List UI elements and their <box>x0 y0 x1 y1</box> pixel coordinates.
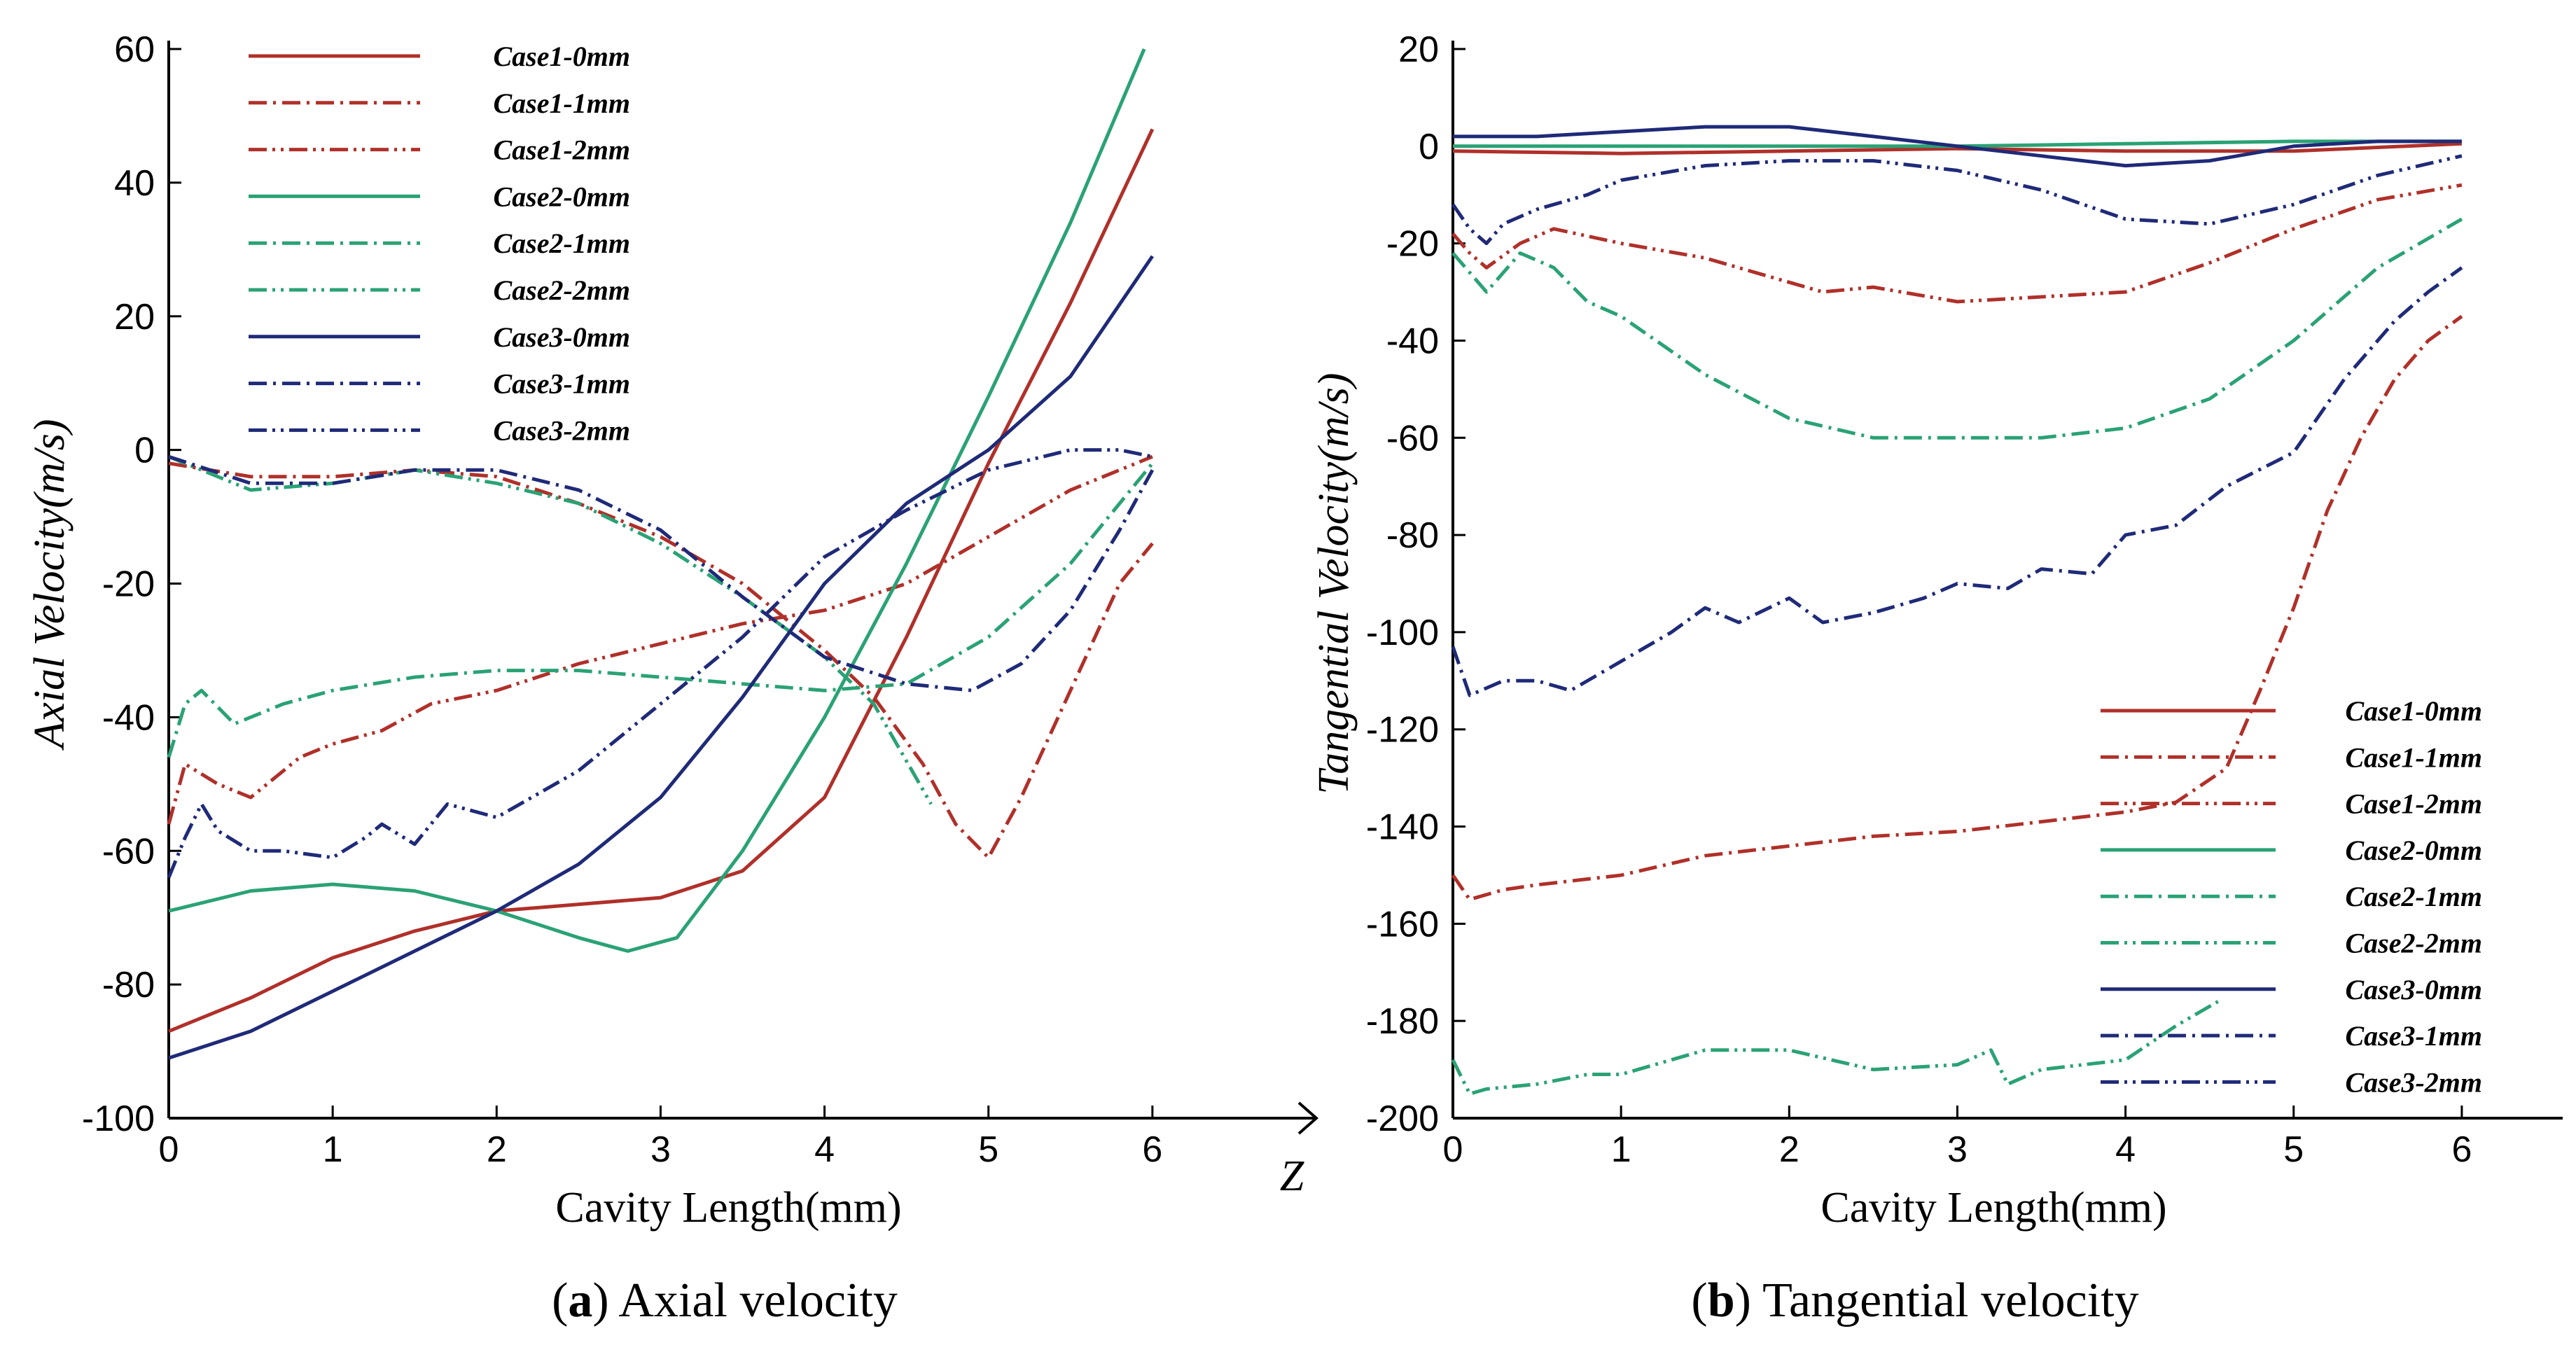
y-tick-label: -40 <box>102 697 155 738</box>
y-tick-label: -100 <box>82 1099 155 1139</box>
x-tick-label: 3 <box>650 1129 671 1170</box>
x-axis-title: Cavity Length(mm) <box>555 1184 901 1232</box>
x-tick-label: 6 <box>1142 1129 1162 1170</box>
y-tick-label: -180 <box>1366 1001 1439 1042</box>
chart-tangential-velocity: 0 1 2 3 4 5 6-200-180-160-140-120-100-80-60-40… <box>1310 29 2563 1232</box>
x-tick-label: 6 <box>2451 1129 2472 1170</box>
y-tick-label: -200 <box>1366 1099 1439 1139</box>
legend-label: Case3-0mm <box>2345 974 2482 1005</box>
legend-label: Case1-0mm <box>493 41 630 72</box>
x-tick-label: 2 <box>487 1129 507 1170</box>
y-tick-label: 20 <box>1398 29 1439 70</box>
figure-canvas: 0 1 2 3 4 5 6-100-80-60-40-200204060Cavity Len… <box>0 0 2576 1345</box>
y-tick-label: 40 <box>114 163 155 204</box>
legend-label: Case2-1mm <box>2345 881 2482 912</box>
y-tick-label: 60 <box>114 29 155 70</box>
legend-label: Case3-1mm <box>493 368 630 400</box>
legend-label: Case3-0mm <box>493 321 630 353</box>
caption-a-letter: a <box>568 1274 592 1327</box>
x-tick-label: 4 <box>814 1129 835 1170</box>
x-tick-label: 0 <box>1443 1129 1463 1170</box>
y-tick-label: -20 <box>1386 224 1439 265</box>
y-tick-label: -80 <box>102 965 155 1005</box>
legend-label: Case3-2mm <box>2345 1066 2482 1098</box>
series-line-case3-2mm <box>1453 156 2462 244</box>
chart-axial-velocity: 0 1 2 3 4 5 6 -100 -80 -60 -40 -20 0 20 40 60 Cavity Len… <box>26 29 1316 1232</box>
series-line-case2-1mm <box>169 464 1153 758</box>
y-tick-label: -20 <box>102 564 155 605</box>
legend-label: Case2-1mm <box>493 228 630 259</box>
x-tick-label: 1 <box>1611 1129 1631 1170</box>
x-tick-label: 2 <box>1779 1129 1799 1170</box>
caption-b-rest: ) Tangential velocity <box>1735 1274 2139 1327</box>
legend-label: Case1-2mm <box>2345 788 2482 820</box>
series-line-case3-1mm <box>1453 267 2462 695</box>
y-tick-label: -160 <box>1366 904 1439 945</box>
legend-label: Case1-1mm <box>493 88 630 119</box>
series-line-case1-1mm <box>1453 316 2462 900</box>
series-line-case1-2mm <box>1453 185 2462 302</box>
legend-label: Case1-0mm <box>2345 695 2482 727</box>
legend-label: Case2-0mm <box>2345 835 2482 866</box>
caption-a-open: ( <box>552 1274 568 1327</box>
z-axis-label: Z <box>1280 1152 1304 1200</box>
legend-label: Case1-1mm <box>2345 741 2482 773</box>
y-tick-label: -60 <box>1386 418 1439 459</box>
x-tick-label: 5 <box>2283 1129 2304 1170</box>
y-axis-title: Axial Velocity(m/s) <box>26 419 74 751</box>
y-tick-label: -80 <box>1386 515 1439 556</box>
legend-label: Case2-2mm <box>2345 928 2482 959</box>
series-line-case3-2mm <box>169 450 1153 878</box>
x-axis-title: Cavity Length(mm) <box>1820 1184 2166 1232</box>
y-tick-label: 0 <box>1419 127 1439 167</box>
y-tick-label: -40 <box>1386 321 1439 361</box>
series-line-case2-2mm <box>169 457 931 804</box>
y-axis-title: Tangential Velocity(m/s) <box>1310 372 1358 794</box>
series-line-case2-2mm <box>1453 1001 2218 1094</box>
caption-b-open: ( <box>1691 1274 1707 1327</box>
y-tick-label: -100 <box>1366 613 1439 653</box>
y-tick-label: -60 <box>102 831 155 872</box>
series-line-case1-2mm <box>169 457 1153 824</box>
y-tick-label: -140 <box>1366 807 1439 848</box>
legend-label: Case3-2mm <box>493 414 630 446</box>
legend-label: Case2-2mm <box>493 274 630 306</box>
x-tick-label: 4 <box>2115 1129 2136 1170</box>
legend-label: Case3-1mm <box>2345 1020 2482 1052</box>
y-tick-label: 20 <box>114 297 155 337</box>
caption-axial-velocity: (a) Axial velocity <box>552 1274 898 1327</box>
series-line-case3-1mm <box>169 457 1153 690</box>
y-tick-label: -120 <box>1366 710 1439 751</box>
x-tick-label: 3 <box>1947 1129 1968 1170</box>
x-tick-label: 1 <box>323 1129 343 1170</box>
series-line-case2-1mm <box>1453 219 2462 438</box>
caption-b-letter: b <box>1708 1274 1735 1327</box>
legend-label: Case1-2mm <box>493 134 630 166</box>
series-line-case1-0mm <box>169 130 1153 1031</box>
series-line-case3-0mm <box>169 256 1153 1058</box>
x-tick-label: 0 <box>159 1129 179 1170</box>
x-tick-label: 5 <box>978 1129 998 1170</box>
legend-label: Case2-0mm <box>493 181 630 212</box>
caption-tangential-velocity: (b) Tangential velocity <box>1691 1274 2138 1327</box>
series-line-case2-0mm <box>169 49 1144 951</box>
caption-a-rest: ) Axial velocity <box>592 1274 897 1327</box>
y-tick-label: 0 <box>134 431 155 471</box>
